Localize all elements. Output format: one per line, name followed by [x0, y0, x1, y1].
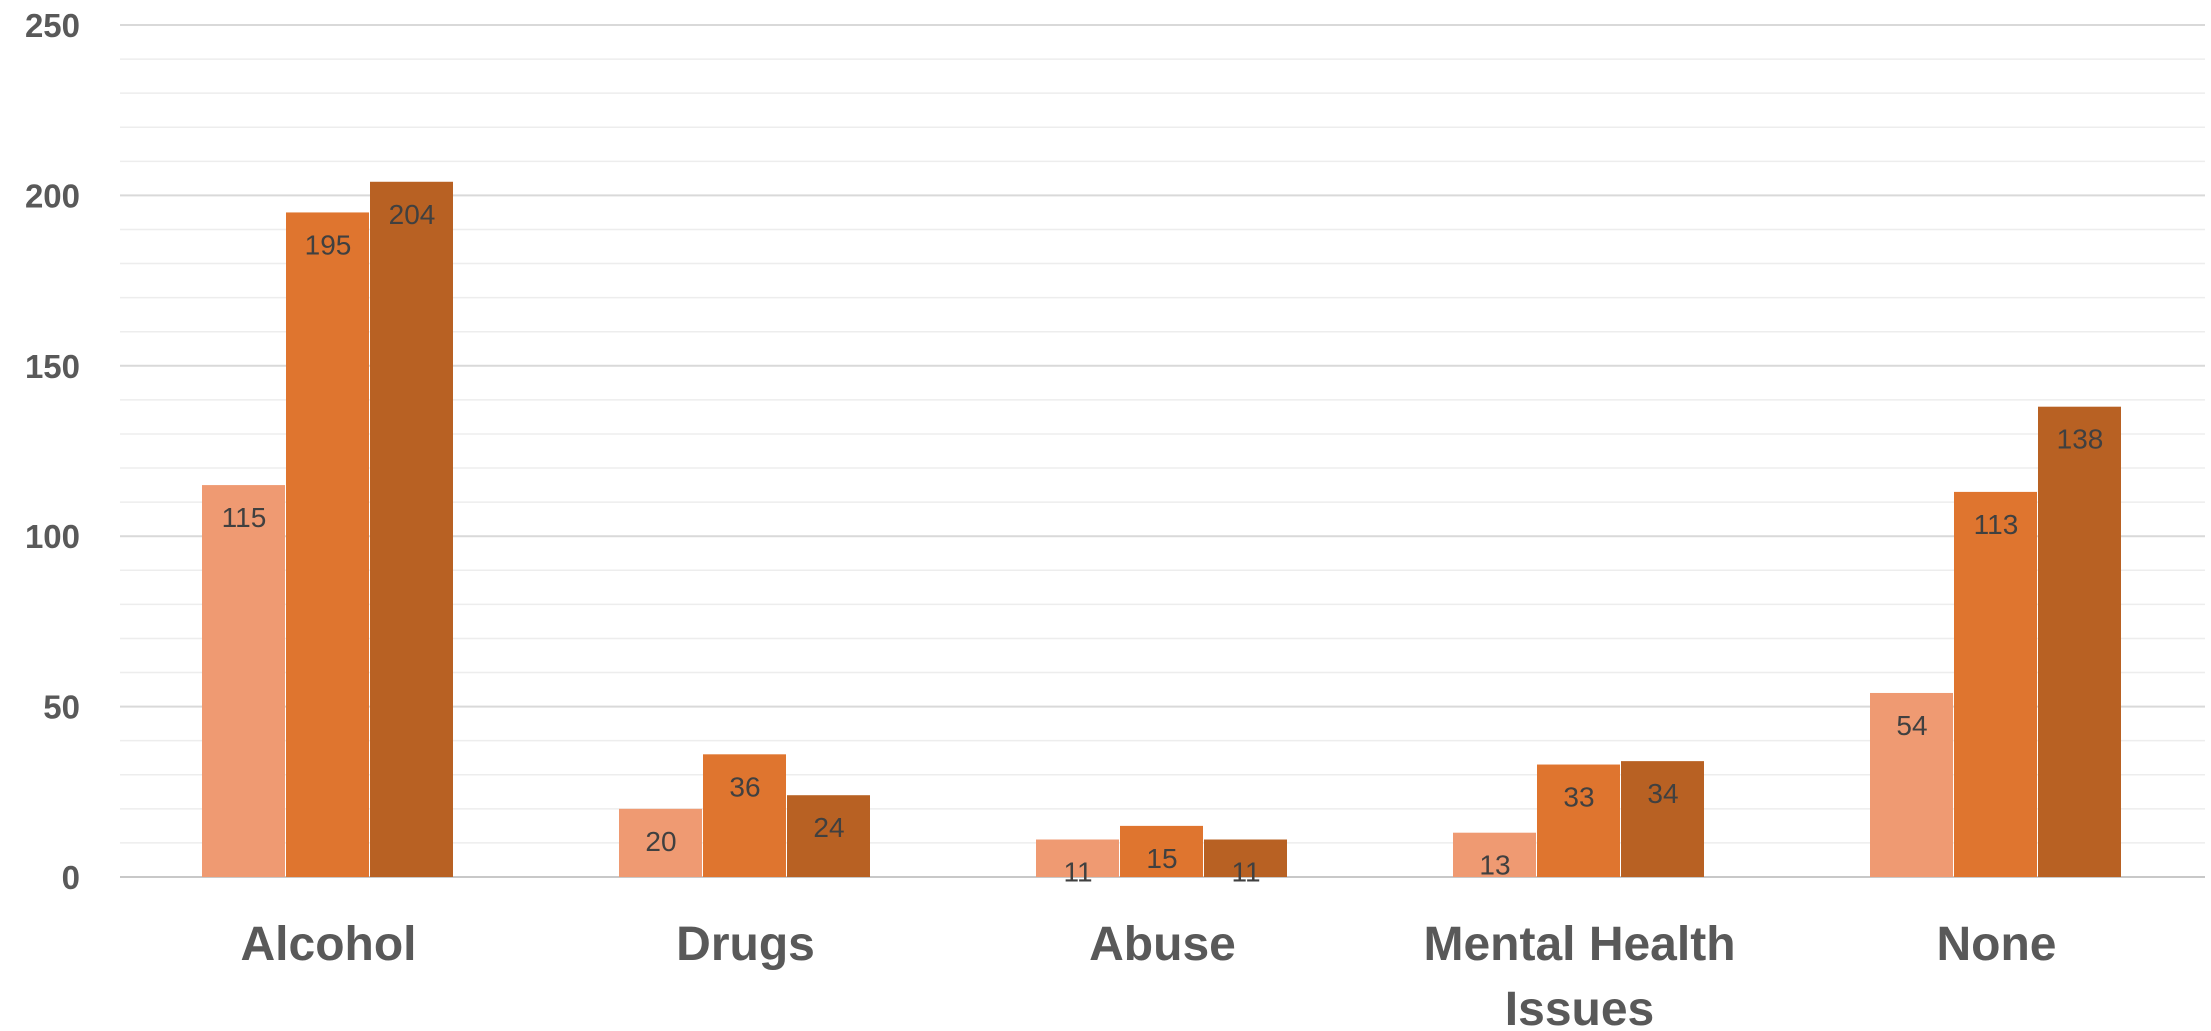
data-label: 115 — [222, 502, 267, 533]
data-label: 34 — [1647, 778, 1678, 809]
data-label: 20 — [645, 826, 676, 857]
bar — [202, 485, 285, 877]
data-label: 15 — [1146, 843, 1177, 874]
bar — [1954, 491, 2037, 877]
y-tick-label: 250 — [25, 7, 80, 44]
x-axis-categories: Alcohol Drugs Abuse Mental Health Issues None — [241, 918, 2057, 1031]
bar — [1870, 692, 1953, 877]
data-label: 36 — [729, 771, 760, 802]
category-label: Abuse — [1089, 918, 1236, 971]
gridlines — [120, 24, 2205, 878]
y-tick-label: 150 — [25, 348, 80, 385]
y-axis-ticks: 0 50 100 150 200 250 — [25, 7, 80, 896]
bar — [703, 754, 786, 877]
bar — [1537, 764, 1620, 877]
bar — [1120, 825, 1203, 877]
bar — [286, 212, 369, 877]
category-label: Alcohol — [241, 918, 417, 971]
bar — [2038, 406, 2121, 877]
bar — [370, 181, 453, 877]
category-label: Mental Health — [1423, 918, 1735, 971]
data-label: 11 — [1231, 857, 1260, 888]
y-tick-label: 0 — [62, 859, 80, 896]
data-label: 13 — [1479, 850, 1510, 881]
category-label: None — [1937, 918, 2057, 971]
y-tick-label: 50 — [43, 689, 80, 726]
bar — [1204, 839, 1287, 877]
category-label: Issues — [1505, 983, 1654, 1031]
data-label: 24 — [813, 812, 844, 843]
bar — [1036, 839, 1119, 877]
bars — [202, 181, 2121, 877]
data-label: 195 — [305, 229, 352, 260]
bar — [1453, 832, 1536, 877]
bar — [619, 808, 702, 877]
data-label: 204 — [389, 199, 436, 230]
data-label: 33 — [1563, 782, 1594, 813]
data-label: 11 — [1063, 857, 1092, 888]
bar — [787, 795, 870, 877]
y-tick-label: 100 — [25, 518, 80, 555]
category-label: Drugs — [676, 918, 815, 971]
data-label: 113 — [1974, 509, 2019, 540]
data-label: 54 — [1896, 710, 1927, 741]
y-tick-label: 200 — [25, 177, 80, 214]
data-labels: 115 195 204 20 36 24 11 15 11 13 33 34 54 113 138 — [222, 199, 2104, 888]
bar — [1621, 761, 1704, 877]
data-label: 138 — [2057, 424, 2104, 455]
